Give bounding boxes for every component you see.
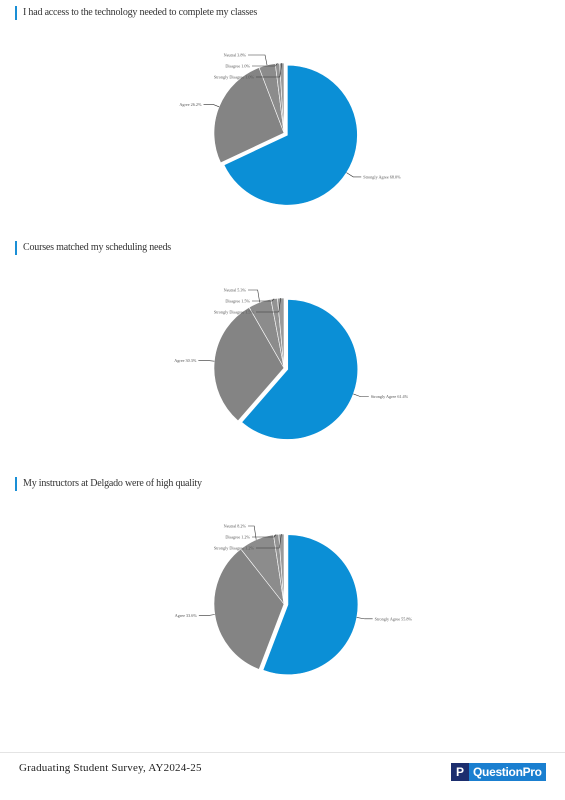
pie-slice-strongly-disagree: [279, 62, 285, 134]
slice-label: Disagree 1.5%: [225, 299, 250, 304]
slice-label: Strongly Agree 61.4%: [371, 394, 409, 399]
slice-label: Neutral 3.8%: [224, 53, 247, 58]
slice-label: Strongly Agree 68.0%: [363, 174, 401, 179]
pie-slice-strongly-agree: [223, 64, 358, 206]
pie-slice-strongly-agree: [262, 534, 359, 676]
questionpro-logo: P QuestionPro: [451, 762, 546, 782]
slice-label: Strongly Disagree 1.5%: [214, 310, 255, 315]
pie-slice-agree: [213, 548, 285, 670]
slice-label: Strongly Disagree 1.0%: [214, 75, 255, 80]
chart-title: I had access to the technology needed to…: [15, 6, 257, 20]
footer-divider: [0, 752, 565, 753]
pie-chart-instructors: Strongly Agree 55.8% Agree 33.6% Neutral 8…: [175, 524, 413, 676]
chart-section-instructors: My instructors at Delgado were of high q…: [0, 477, 565, 692]
chart-section-technology: I had access to the technology needed to…: [0, 6, 565, 221]
pie-chart-scheduling: Strongly Agree 61.4% Agree 30.3% Neutral 5…: [174, 288, 409, 440]
brand-letter: P: [451, 763, 469, 781]
pie-slice-strongly-agree: [241, 299, 359, 440]
footer-survey-name: Graduating Student Survey, AY2024-25: [19, 762, 202, 774]
slice-label: Agree 26.2%: [179, 102, 202, 107]
slice-label: Neutral 8.2%: [224, 524, 247, 529]
pie-slice-agree: [213, 67, 285, 164]
slice-label: Strongly Disagree 1.2%: [214, 546, 255, 551]
chart-title: My instructors at Delgado were of high q…: [15, 477, 202, 491]
chart-title: Courses matched my scheduling needs: [15, 241, 171, 255]
slice-label: Agree 30.3%: [174, 358, 197, 363]
slice-label: Strongly Agree 55.8%: [375, 616, 413, 621]
slice-label: Disagree 1.0%: [225, 64, 250, 69]
slice-label: Agree 33.6%: [175, 613, 198, 618]
chart-section-scheduling: Courses matched my scheduling needs Stro…: [0, 241, 565, 456]
pie-chart-technology: Strongly Agree 68.0% Agree 26.2% Neutral 3…: [179, 53, 401, 206]
slice-label: Neutral 5.3%: [224, 288, 247, 293]
brand-name: QuestionPro: [469, 763, 546, 781]
slice-label: Disagree 1.2%: [225, 535, 250, 540]
